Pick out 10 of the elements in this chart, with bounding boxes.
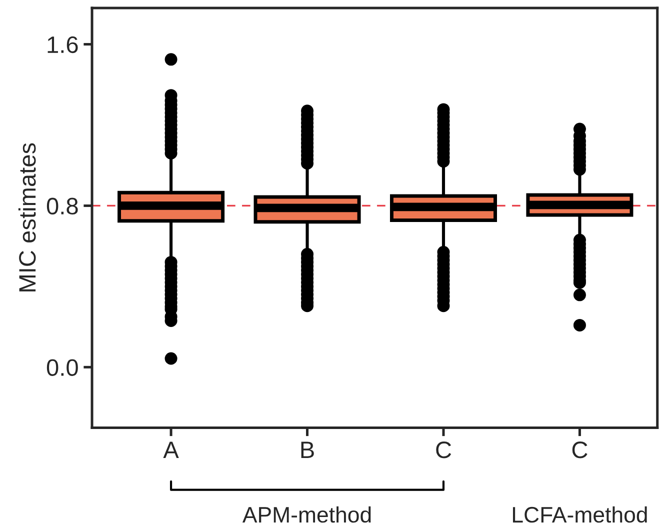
x-tick-label: B [301,442,314,458]
x-tick-label: C [572,442,588,458]
y-tick-label: 0.8 [46,198,78,215]
text: APM-method [242,506,371,523]
y-tick-label: 1.6 [48,36,78,54]
y-axis-title: MIC estimates [18,143,36,292]
x-tick-label: A [163,442,179,458]
text: LCFA-method [512,506,647,523]
x-tick-label: C [436,442,452,458]
y-tick-label: 0.0 [46,359,78,376]
